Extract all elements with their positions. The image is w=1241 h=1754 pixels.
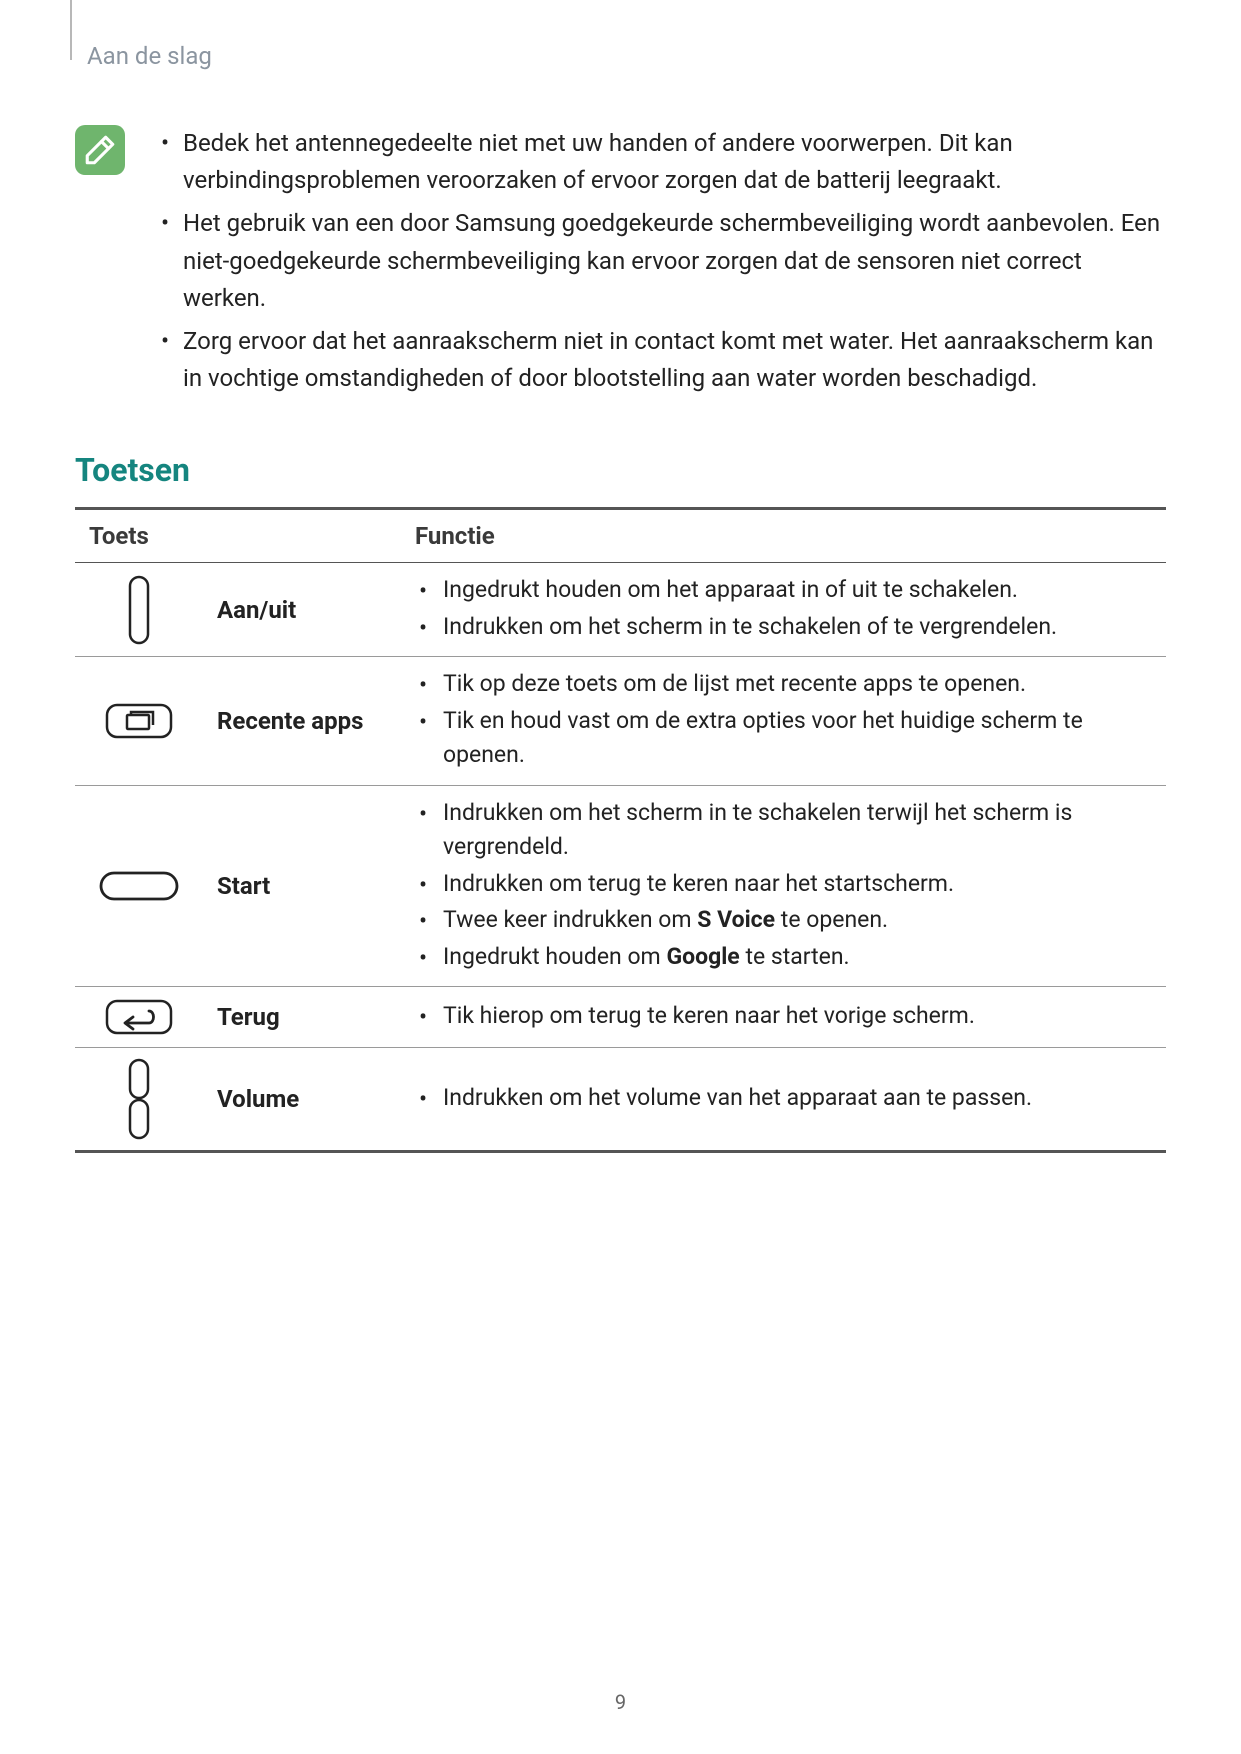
note-item: Zorg ervoor dat het aanraakscherm niet i… [155,323,1166,397]
back-key-icon [75,987,203,1048]
header-section-label: Aan de slag [87,42,1166,70]
key-functions: Ingedrukt houden om het apparaat in of u… [401,563,1166,657]
page: Aan de slag Bedek het antennegedeelte ni… [0,0,1241,1754]
func-item: Tik op deze toets om de lijst met recent… [415,667,1152,702]
func-item: Twee keer indrukken om S Voice te openen… [415,903,1152,938]
table-row: Recente apps Tik op deze toets om de lij… [75,657,1166,786]
func-item: Indrukken om terug te keren naar het sta… [415,867,1152,902]
key-functions: Indrukken om het scherm in te schakelen … [401,785,1166,987]
note-icon-wrap [75,125,125,403]
table-row: Aan/uit Ingedrukt houden om het apparaat… [75,563,1166,657]
page-number: 9 [0,1690,1241,1714]
note-block: Bedek het antennegedeelte niet met uw ha… [75,125,1166,403]
func-item: Indrukken om het scherm in te schakelen … [415,610,1152,645]
section-title: Toetsen [75,451,1166,489]
key-name: Aan/uit [203,563,401,657]
note-item: Bedek het antennegedeelte niet met uw ha… [155,125,1166,199]
key-functions: Tik op deze toets om de lijst met recent… [401,657,1166,786]
power-key-icon [75,563,203,657]
key-name: Start [203,785,401,987]
table-row: Start Indrukken om het scherm in te scha… [75,785,1166,987]
key-functions: Indrukken om het volume van het apparaat… [401,1048,1166,1152]
header-accent-line [70,0,72,60]
func-item: Ingedrukt houden om Google te starten. [415,940,1152,975]
key-name: Terug [203,987,401,1048]
key-functions: Tik hierop om terug te keren naar het vo… [401,987,1166,1048]
recent-apps-key-icon [75,657,203,786]
func-item: Indrukken om het scherm in te schakelen … [415,796,1152,865]
note-icon [75,125,125,175]
func-item: Indrukken om het volume van het apparaat… [415,1081,1152,1116]
func-item: Tik hierop om terug te keren naar het vo… [415,999,1152,1034]
func-item: Ingedrukt houden om het apparaat in of u… [415,573,1152,608]
table-row: Terug Tik hierop om terug te keren naar … [75,987,1166,1048]
table-header-row: Toets Functie [75,509,1166,563]
col-header-key: Toets [75,509,401,563]
table-row: Volume Indrukken om het volume van het a… [75,1048,1166,1152]
home-key-icon [75,785,203,987]
volume-key-icon [75,1048,203,1152]
key-name: Volume [203,1048,401,1152]
note-bullet-list: Bedek het antennegedeelte niet met uw ha… [155,125,1166,403]
key-name: Recente apps [203,657,401,786]
note-item: Het gebruik van een door Samsung goedgek… [155,205,1166,317]
func-item: Tik en houd vast om de extra opties voor… [415,704,1152,773]
keys-table: Toets Functie Aan/uit Ingedrukt houden o… [75,507,1166,1153]
col-header-function: Functie [401,509,1166,563]
